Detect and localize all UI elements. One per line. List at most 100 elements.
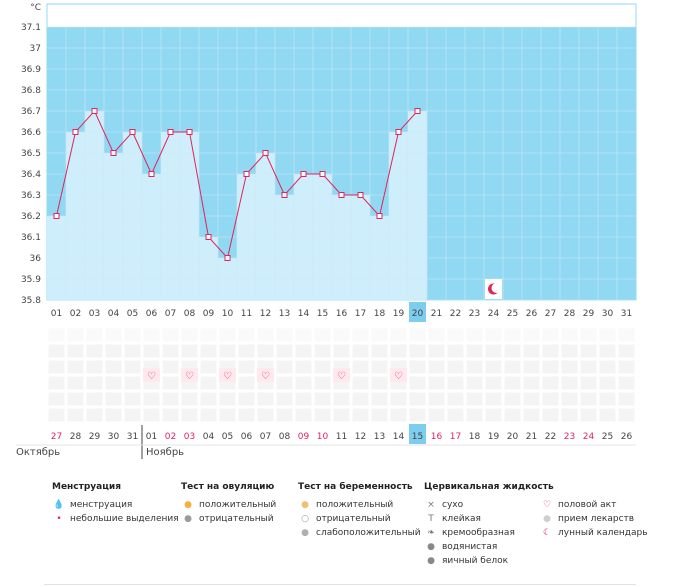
cycle-day-label: 09 — [203, 309, 215, 319]
y-tick-label: 35.8 — [21, 296, 41, 306]
y-tick-label: 37.1 — [21, 23, 41, 33]
legend-item: ● положительный — [298, 498, 421, 512]
entry-cell — [47, 391, 66, 407]
entry-cell — [579, 327, 598, 343]
calendar-date-label: 01 — [146, 432, 157, 442]
entry-cell — [161, 359, 180, 375]
entry-cell — [446, 343, 465, 359]
temperature-point — [129, 129, 136, 135]
entry-cell — [199, 327, 218, 343]
entry-cell — [123, 407, 142, 423]
legend-group: Тест на овуляцию ● положительный ● отрицател… — [181, 482, 276, 526]
entry-cell — [465, 359, 484, 375]
entry-cell — [579, 359, 598, 375]
entry-cell — [446, 359, 465, 375]
entry-cell — [465, 327, 484, 343]
entry-cell — [313, 375, 332, 391]
entry-cell — [503, 391, 522, 407]
legend-item-label: клейкая — [442, 514, 481, 524]
legend-item-label: менструация — [70, 500, 133, 510]
y-tick-label: 36.7 — [21, 107, 41, 117]
entry-cell — [123, 375, 142, 391]
temperature-point — [300, 171, 307, 177]
cycle-day-label: 28 — [564, 309, 576, 319]
temperature-point — [53, 213, 60, 219]
entry-cell — [503, 359, 522, 375]
entry-cell — [408, 375, 427, 391]
entry-cell — [66, 391, 85, 407]
calendar-date-label: 27 — [51, 432, 62, 442]
entry-cell — [123, 391, 142, 407]
heart-icon: ♡ — [337, 371, 346, 382]
y-tick-label: 36.3 — [21, 191, 41, 201]
cycle-day-label: 02 — [70, 309, 81, 319]
legend-group: ♡ половой акт ● прием лекарств ☾ лунный кален… — [540, 482, 648, 540]
entry-cell — [427, 391, 446, 407]
temperature-point — [395, 129, 402, 135]
moon-icon: ☾ — [542, 528, 552, 538]
legend-item: ● положительный — [181, 498, 276, 512]
cycle-day-label: 11 — [241, 309, 252, 319]
legend-group-title: Менструация — [52, 482, 121, 492]
entry-cell — [66, 343, 85, 359]
entry-cell — [199, 343, 218, 359]
entry-cell — [617, 407, 636, 423]
entry-cell — [104, 359, 123, 375]
entry-cell — [275, 407, 294, 423]
cycle-day-label: 17 — [355, 309, 366, 319]
entry-cell — [522, 391, 541, 407]
y-tick-label: 36.8 — [21, 86, 41, 96]
calendar-date-label: 14 — [393, 432, 405, 442]
legend-item-label: отрицательный — [316, 514, 391, 524]
entry-cell — [85, 375, 104, 391]
calendar-date-label: 30 — [108, 432, 120, 442]
entry-cell — [294, 359, 313, 375]
entry-cell — [47, 375, 66, 391]
calendar-date-label: 20 — [507, 432, 519, 442]
entry-cell — [85, 359, 104, 375]
entry-cell — [617, 391, 636, 407]
entry-cell — [275, 327, 294, 343]
heart-icon: ♡ — [223, 371, 232, 382]
cycle-day-label: 14 — [298, 309, 310, 319]
y-unit-label: °C — [30, 3, 41, 13]
grey-circle-icon: ● — [184, 514, 192, 524]
pill-icon: ● — [543, 514, 551, 524]
legend-item-label: половой акт — [558, 500, 617, 510]
cycle-day-label: 25 — [507, 309, 518, 319]
legend-item: ☾ лунный календарь — [540, 526, 648, 540]
entry-cell — [503, 375, 522, 391]
legend-item: × сухо — [424, 498, 554, 512]
legend-item-label: прием лекарств — [558, 514, 635, 524]
legend-group-title: Тест на овуляцию — [181, 482, 275, 492]
legend-item-label: сухо — [442, 500, 464, 510]
temperature-bar — [85, 111, 104, 300]
entry-cell — [408, 327, 427, 343]
legend-item-label: положительный — [199, 500, 277, 510]
legend-item-label: водянистая — [442, 542, 498, 552]
entry-cell — [351, 391, 370, 407]
entry-cell — [598, 359, 617, 375]
entry-cell — [104, 391, 123, 407]
orange-disc-icon: ● — [301, 500, 309, 510]
entry-cell — [275, 391, 294, 407]
entry-cell — [85, 327, 104, 343]
cycle-day-label: 12 — [260, 309, 271, 319]
cycle-day-label: 13 — [279, 309, 290, 319]
temperature-point — [186, 129, 193, 135]
legend-item: 💧 менструация — [52, 498, 179, 512]
entry-cell — [541, 375, 560, 391]
entry-cell — [522, 407, 541, 423]
entry-cell — [104, 407, 123, 423]
temperature-point — [205, 234, 212, 240]
temperature-point — [414, 108, 421, 114]
cycle-day-label: 10 — [222, 309, 234, 319]
calendar-date-label: 04 — [203, 432, 215, 442]
calendar-date-label: 11 — [336, 432, 347, 442]
entry-cell — [332, 343, 351, 359]
calendar-date-label: 31 — [127, 432, 138, 442]
temperature-point — [110, 150, 117, 156]
entry-cell — [560, 359, 579, 375]
temperature-point — [262, 150, 269, 156]
